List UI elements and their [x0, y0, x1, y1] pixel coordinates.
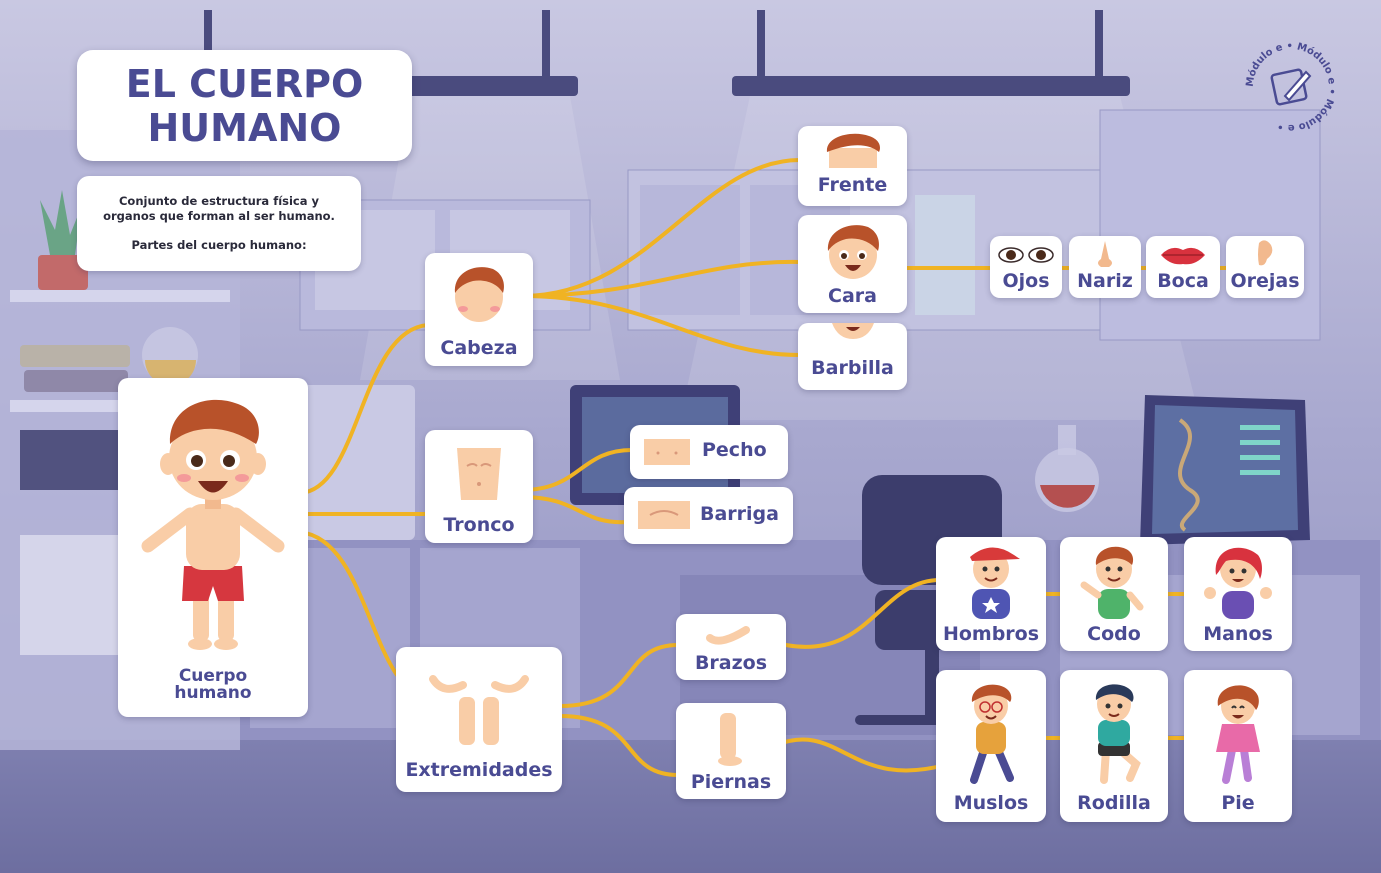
boy-full-body-icon [141, 399, 285, 650]
node-tronco[interactable]: Tronco [425, 430, 533, 543]
node-muslos[interactable]: Muslos [936, 670, 1046, 822]
node-pie-label: Pie [1221, 792, 1255, 814]
limbs-icon [429, 675, 529, 745]
node-hombros[interactable]: Hombros [936, 537, 1046, 651]
description-line-3: Partes del cuerpo humano: [131, 238, 307, 252]
node-cabeza-label: Cabeza [440, 337, 518, 359]
leg-icon [718, 713, 742, 766]
node-extremidades-label: Extremidades [405, 759, 553, 781]
root-label-line-1: Cuerpo [178, 666, 248, 686]
title-card: EL CUERPO HUMANO [77, 50, 412, 161]
node-manos[interactable]: Manos [1184, 537, 1292, 651]
node-barriga-label: Barriga [700, 503, 779, 525]
node-frente[interactable]: Frente [798, 126, 907, 206]
node-cara[interactable]: Cara [798, 215, 907, 313]
node-manos-label: Manos [1203, 623, 1273, 645]
kid-knee-icon [1095, 684, 1141, 784]
mouth-icon [1161, 247, 1205, 265]
node-nariz-label: Nariz [1077, 270, 1133, 292]
node-orejas[interactable]: Orejas [1226, 236, 1304, 298]
kid-shoulders-icon [970, 547, 1020, 619]
node-piernas[interactable]: Piernas [676, 703, 786, 799]
node-muslos-label: Muslos [953, 792, 1029, 814]
node-frente-label: Frente [817, 174, 888, 196]
head-icon [454, 267, 504, 322]
node-piernas-label: Piernas [690, 771, 772, 793]
node-rodilla[interactable]: Rodilla [1060, 670, 1168, 822]
title-line-2: HUMANO [147, 106, 342, 150]
node-boca[interactable]: Boca [1146, 236, 1220, 298]
title-line-1: EL CUERPO [125, 62, 364, 106]
node-pecho[interactable]: Pecho [630, 425, 788, 479]
node-pie[interactable]: Pie [1184, 670, 1292, 822]
node-rodilla-label: Rodilla [1077, 792, 1151, 814]
forehead-icon [826, 133, 880, 168]
belly-icon [638, 501, 690, 529]
face-icon [827, 225, 879, 279]
node-tronco-label: Tronco [443, 514, 515, 536]
node-pecho-label: Pecho [702, 439, 767, 461]
node-boca-label: Boca [1157, 270, 1209, 292]
ear-icon [1258, 240, 1273, 266]
node-barbilla[interactable]: Barbilla [798, 323, 907, 390]
kid-foot-icon [1216, 685, 1260, 784]
root-label-line-2: humano [174, 683, 252, 703]
chest-icon [644, 439, 690, 465]
node-codo-label: Codo [1087, 623, 1141, 645]
node-codo[interactable]: Codo [1060, 537, 1168, 651]
page-title: EL CUERPO HUMANO [77, 62, 412, 150]
description-line-2: organos que forman al ser humano. [103, 209, 335, 223]
kid-thighs-icon [970, 684, 1014, 784]
node-nariz[interactable]: Nariz [1069, 236, 1141, 298]
node-extremidades[interactable]: Extremidades [396, 647, 562, 792]
pencil-notebook-icon: Módulo e • Módulo e • Módulo e • [1245, 41, 1337, 133]
chin-icon [832, 323, 874, 339]
node-orejas-label: Orejas [1230, 270, 1300, 292]
node-cara-label: Cara [828, 285, 877, 307]
node-barbilla-label: Barbilla [811, 357, 894, 379]
node-cabeza[interactable]: Cabeza [425, 253, 533, 366]
svg-text:Módulo e • Módulo e • Módulo e: Módulo e • Módulo e • Módulo e • [1245, 41, 1337, 133]
nose-icon [1098, 241, 1112, 267]
torso-icon [457, 448, 501, 500]
kid-hands-icon [1204, 547, 1272, 619]
kid-elbow-icon [1080, 546, 1144, 619]
node-ojos-label: Ojos [1002, 270, 1050, 292]
node-ojos[interactable]: Ojos [990, 236, 1062, 298]
root-card-cuerpo-humano[interactable]: Cuerpo humano [118, 378, 308, 717]
description-card: Conjunto de estructura física y organos … [77, 176, 361, 271]
node-barriga[interactable]: Barriga [624, 487, 793, 544]
node-brazos-label: Brazos [694, 652, 768, 674]
eyes-icon [998, 247, 1054, 263]
description-line-1: Conjunto de estructura física y [118, 194, 320, 208]
node-brazos[interactable]: Brazos [676, 614, 786, 680]
arm-icon [706, 626, 750, 645]
node-hombros-label: Hombros [942, 623, 1040, 645]
